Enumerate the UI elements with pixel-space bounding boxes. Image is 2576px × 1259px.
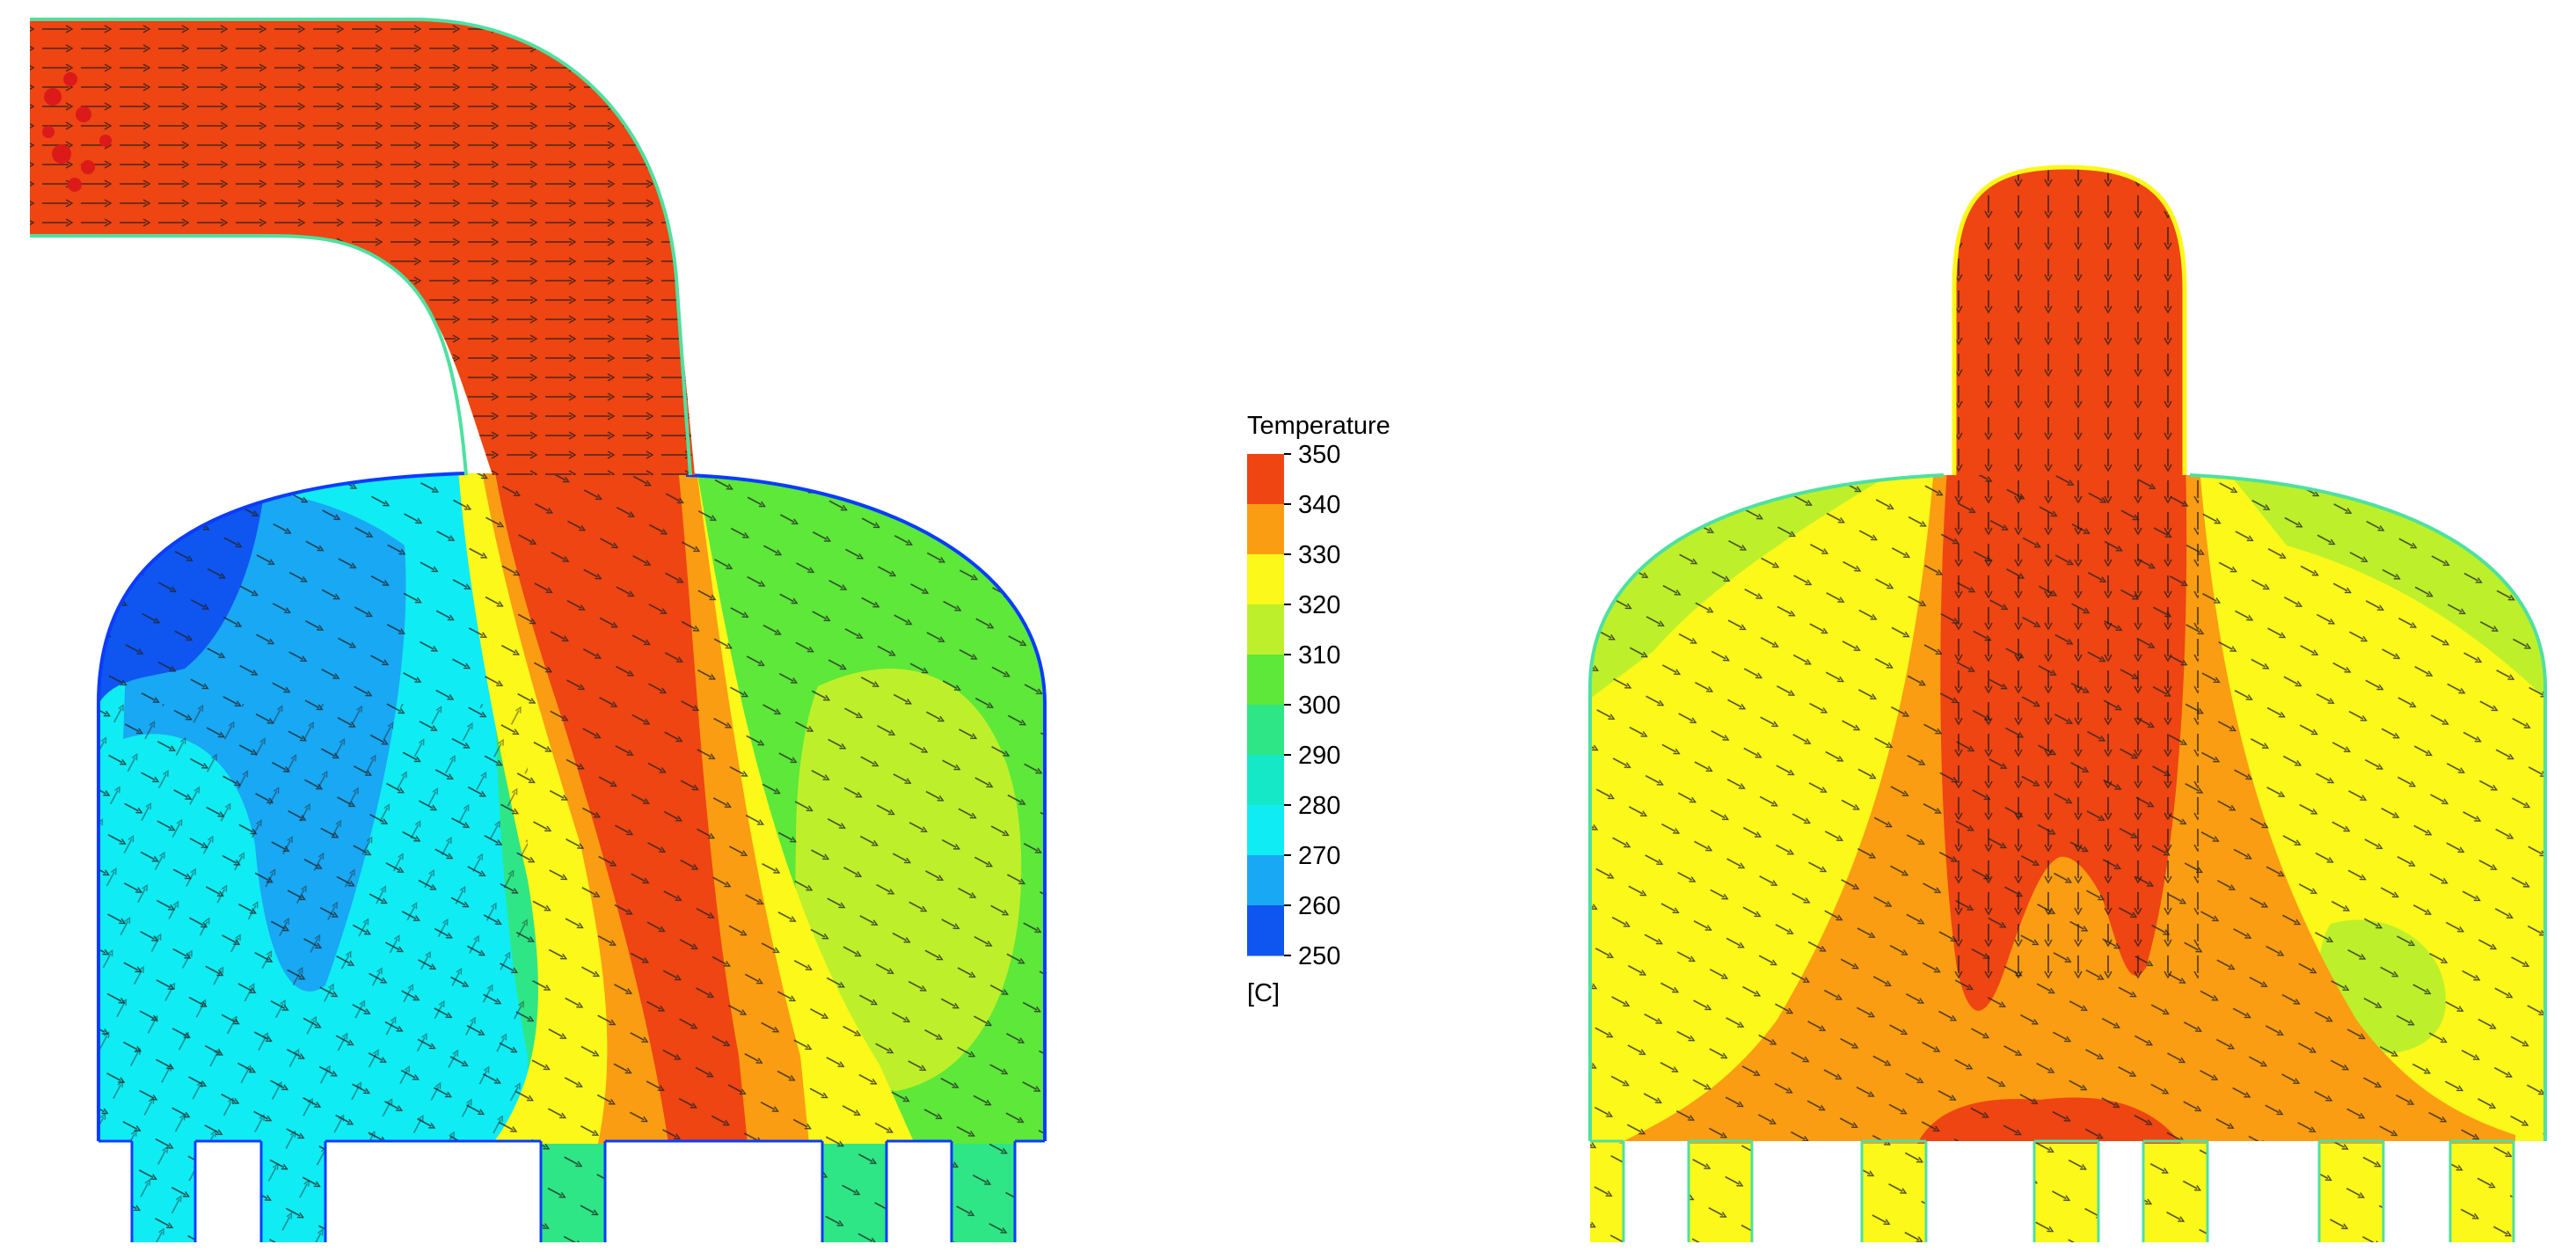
legend-tick-labels: 350 340 330 320 310 300 290 280 270 260 250 [1284, 441, 1340, 970]
legend-title: Temperature [1247, 412, 1390, 440]
legend-band-300 [1247, 655, 1284, 706]
legend-band-260 [1247, 855, 1284, 906]
legend-tick-label: 290 [1298, 742, 1340, 770]
legend-tick-label: 300 [1298, 692, 1340, 720]
legend-band-320 [1247, 554, 1284, 605]
legend-tick-label: 270 [1298, 842, 1340, 870]
legend-band-340 [1247, 454, 1284, 505]
inlet-speckles [42, 72, 112, 192]
outlet-legs-outline-right [1590, 1139, 2515, 1242]
right-panel [1588, 165, 2547, 1242]
left-elbow-inlet [30, 18, 695, 476]
legend-band-290 [1247, 705, 1284, 756]
left-plenum-contour [99, 473, 1045, 1242]
legend-tick-label: 310 [1298, 641, 1340, 670]
legend-band-280 [1247, 755, 1284, 806]
legend-tick-label: 330 [1298, 541, 1340, 569]
legend-band-250 [1247, 905, 1284, 956]
legend-tick-label: 340 [1298, 491, 1340, 519]
legend-tick-label: 350 [1298, 441, 1340, 469]
legend-color-bar [1247, 454, 1284, 956]
legend-tick-label: 280 [1298, 792, 1340, 820]
right-plenum-outline [1588, 473, 2547, 1141]
left-plenum-outline [97, 472, 1047, 1141]
legend-band-310 [1247, 604, 1284, 655]
legend-unit: [C] [1247, 979, 1280, 1007]
right-dome-inlet [1952, 165, 2187, 475]
legend-band-270 [1247, 805, 1284, 856]
right-plenum-contour [1590, 475, 2545, 1242]
legend-tick-label: 320 [1298, 591, 1340, 619]
legend-tick-label: 260 [1298, 892, 1340, 920]
outlet-legs-outline [99, 1139, 1045, 1242]
legend-tick-label: 250 [1298, 942, 1340, 970]
temperature-legend: Temperature 350 340 330 320 310 300 290 280 270 2… [1247, 412, 1390, 1007]
legend-band-330 [1247, 504, 1284, 555]
left-panel [30, 18, 1047, 1242]
